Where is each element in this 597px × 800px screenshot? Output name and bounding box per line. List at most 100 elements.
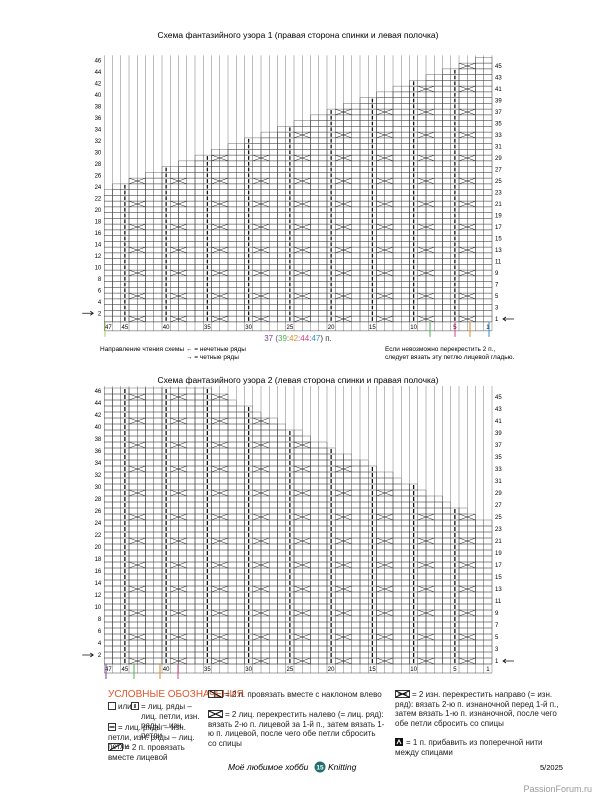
row-number: 7 xyxy=(495,283,499,289)
row-number: 37 xyxy=(495,443,502,449)
footer-magazine: Моё любимое хобби xyxy=(228,762,309,772)
row-number: 14 xyxy=(95,581,102,587)
legend-text: = 2 п. провязать вместе лицевой xyxy=(108,743,185,762)
watermark: PassionForum.ru xyxy=(523,784,592,794)
row-number: 10 xyxy=(95,605,102,611)
legend-item: = 2 п. провязать вместе с наклоном влево xyxy=(208,690,386,700)
chart-title: Схема фантазийного узора 1 (правая сторо… xyxy=(158,30,439,40)
row-number: 18 xyxy=(95,219,102,225)
row-number: 26 xyxy=(95,509,102,515)
legend-item: = 2 лиц. перекрестить налево (= лиц. ряд… xyxy=(208,710,386,748)
column-lines xyxy=(104,386,493,673)
row-number: 2 xyxy=(98,653,102,659)
row-number: 2 xyxy=(98,311,102,317)
row-number: 40 xyxy=(95,425,102,431)
reading-odd: ← = нечетные ряды xyxy=(186,346,246,353)
column-number: 30 xyxy=(245,325,252,331)
row-number: 30 xyxy=(95,485,102,491)
stitch-count-part: ) п. xyxy=(320,334,331,343)
reading-even: → = четные ряды xyxy=(186,354,239,361)
legend-icon xyxy=(395,738,403,746)
purl-symbols xyxy=(124,389,456,663)
row-number: 21 xyxy=(495,539,502,545)
number-row xyxy=(104,321,492,332)
column-number: 35 xyxy=(204,325,211,331)
row-number: 35 xyxy=(495,455,502,461)
row-number: 34 xyxy=(95,127,102,133)
stitch-count-part: 37 xyxy=(264,334,273,343)
legend-item: или = лиц. ряды – лиц. петли, изн. ряды … xyxy=(108,702,200,740)
row-number: 19 xyxy=(495,551,502,557)
column-number: 10 xyxy=(410,325,417,331)
row-number: 35 xyxy=(495,122,502,128)
row-number: 20 xyxy=(95,208,102,214)
row-number: 34 xyxy=(95,461,102,467)
row-number: 45 xyxy=(495,64,502,70)
column-number: 45 xyxy=(122,667,129,673)
page-number: 15 xyxy=(316,765,324,772)
stitch-count: 37 (39:42:44:47) п. xyxy=(264,334,332,343)
row-number: 3 xyxy=(495,306,499,312)
column-number: 20 xyxy=(328,325,335,331)
row-number: 23 xyxy=(495,191,502,197)
column-number: 45 xyxy=(122,325,129,331)
row-number: 16 xyxy=(95,569,102,575)
legend-text: = 1 п. прибавить из поперечной нити межд… xyxy=(395,738,543,757)
row-number: 33 xyxy=(495,133,502,139)
row-number: 42 xyxy=(95,81,102,87)
row-number: 21 xyxy=(495,202,502,208)
row-number: 24 xyxy=(95,185,102,191)
row-number: 1 xyxy=(495,659,499,665)
row-number: 23 xyxy=(495,527,502,533)
legend-text: = 2 изн. перекрестить направо (= изн. ря… xyxy=(395,690,559,728)
legend-item: = 1 п. прибавить из поперечной нити межд… xyxy=(395,738,565,757)
page-badge xyxy=(314,761,326,773)
reading-label: Направление чтения схемы xyxy=(100,346,184,353)
note: следует вязать эту петлю лицевой гладью. xyxy=(385,353,515,361)
row-number: 42 xyxy=(95,413,102,419)
row-number: 8 xyxy=(98,277,102,283)
column-lines xyxy=(104,55,493,331)
legend-item: = 2 п. провязать вместе лицевой xyxy=(108,743,208,762)
row-number: 9 xyxy=(495,271,499,277)
legend-icon xyxy=(395,690,410,698)
column-number: 10 xyxy=(410,667,417,673)
row-number: 10 xyxy=(95,265,102,271)
row-number: 40 xyxy=(95,93,102,99)
row-number: 28 xyxy=(95,497,102,503)
row-number: 25 xyxy=(495,515,502,521)
cross-symbols xyxy=(128,393,476,665)
row-number: 30 xyxy=(95,150,102,156)
row-number: 5 xyxy=(495,635,499,641)
legend-title: УСЛОВНЫЕ ОБОЗНАЧЕНИЯ xyxy=(108,689,244,700)
row-number: 27 xyxy=(495,168,502,174)
row-number: 18 xyxy=(95,557,102,563)
stitch-count-part: 44 xyxy=(300,334,309,343)
row-number: 45 xyxy=(495,395,502,401)
chart-title: Схема фантазийного узора 2 (левая сторон… xyxy=(158,375,439,385)
row-number: 12 xyxy=(95,254,102,260)
row-number: 8 xyxy=(98,617,102,623)
arrow-right xyxy=(82,310,94,316)
row-number: 36 xyxy=(95,116,102,122)
arrow-left xyxy=(502,316,514,322)
row-number: 15 xyxy=(495,237,502,243)
column-number: 47 xyxy=(105,325,112,331)
row-number: 17 xyxy=(495,225,502,231)
row-number: 43 xyxy=(495,76,502,82)
row-number: 29 xyxy=(495,156,502,162)
column-number: 25 xyxy=(287,667,294,673)
row-number: 33 xyxy=(495,467,502,473)
row-number: 6 xyxy=(98,629,102,635)
row-number: 44 xyxy=(95,401,102,407)
row-number: 39 xyxy=(495,431,502,437)
row-number: 11 xyxy=(495,599,502,605)
column-number: 25 xyxy=(287,325,294,331)
legend-text: = лиц. ряды – изн. петли, изн. ряды – ли… xyxy=(108,723,195,751)
row-number: 39 xyxy=(495,99,502,105)
row-number: 38 xyxy=(95,437,102,443)
row-number: 41 xyxy=(495,419,502,425)
row-number: 13 xyxy=(495,248,502,254)
legend-or: или xyxy=(118,702,132,711)
